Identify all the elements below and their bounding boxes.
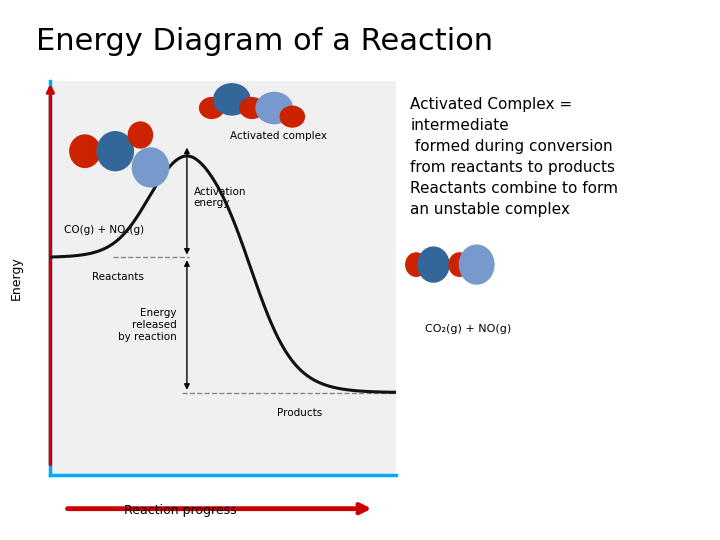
Text: Activation
energy: Activation energy [194,187,246,208]
Circle shape [199,98,224,118]
Text: Energy Diagram of a Reaction: Energy Diagram of a Reaction [36,27,493,56]
Circle shape [459,245,494,284]
Text: Products: Products [276,408,322,417]
Circle shape [418,247,449,282]
Text: +: + [439,255,454,274]
Text: CO(g) + NO₂(g): CO(g) + NO₂(g) [64,225,144,235]
Circle shape [280,106,305,127]
Circle shape [406,253,426,276]
Circle shape [70,135,100,167]
Text: ✦: ✦ [99,141,115,161]
Circle shape [214,84,250,115]
Text: Activated Complex =
intermediate
 formed during conversion
from reactants to pro: Activated Complex = intermediate formed … [410,97,618,217]
Text: Energy: Energy [9,256,22,300]
Circle shape [132,148,168,187]
Text: Activated complex: Activated complex [230,131,327,141]
Text: Reaction progress: Reaction progress [124,504,236,517]
Circle shape [128,122,153,148]
Circle shape [97,132,133,171]
Text: Reactants: Reactants [92,273,144,282]
Circle shape [240,98,264,118]
Text: CO₂(g) + NO(g): CO₂(g) + NO(g) [425,324,511,334]
Circle shape [449,253,469,276]
Circle shape [256,92,292,124]
Text: Energy
released
by reaction: Energy released by reaction [118,308,176,342]
